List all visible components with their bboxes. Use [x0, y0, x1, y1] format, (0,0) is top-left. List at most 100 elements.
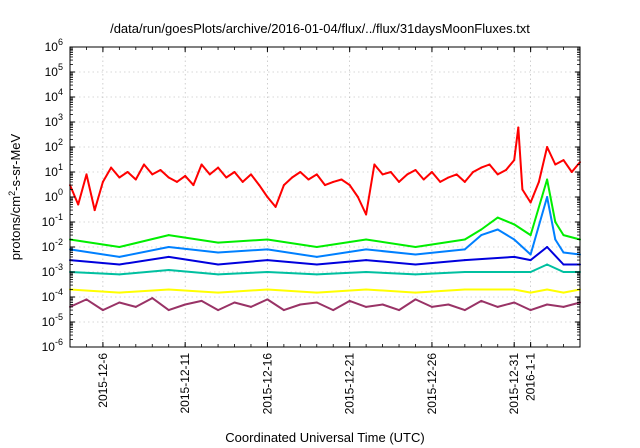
data-point: [365, 288, 368, 291]
data-point: [537, 180, 540, 183]
data-point: [118, 255, 121, 258]
x-tick-label: 2015-12-26: [425, 353, 439, 415]
y-tick-label: 10-2: [42, 237, 63, 254]
data-point: [315, 291, 318, 294]
data-point: [472, 171, 475, 173]
series-line: [69, 126, 581, 216]
data-point: [241, 180, 244, 183]
data-point: [217, 251, 220, 254]
data-point: [118, 246, 121, 248]
data-point: [315, 255, 318, 258]
data-point: [554, 163, 557, 166]
data-point: [332, 309, 335, 312]
data-point: [463, 309, 466, 312]
data-point: [167, 269, 170, 271]
data-point: [77, 203, 80, 206]
y-tick-label: 100: [45, 187, 63, 204]
data-point: [463, 180, 466, 183]
data-point: [562, 271, 565, 273]
data-point: [414, 298, 417, 301]
data-point: [529, 309, 532, 312]
data-point: [85, 298, 88, 301]
data-point: [529, 201, 532, 204]
data-point: [324, 184, 326, 187]
x-tick-label: 2015-12-16: [260, 353, 274, 415]
data-point: [315, 173, 318, 176]
data-point: [414, 169, 417, 171]
data-point: [562, 251, 565, 254]
data-point: [480, 228, 483, 231]
data-point: [562, 291, 565, 294]
data-point: [406, 173, 409, 176]
data-point: [521, 188, 524, 191]
data-point: [250, 305, 252, 308]
data-point: [546, 303, 549, 306]
data-point: [266, 248, 269, 251]
data-point: [225, 176, 228, 179]
data-point: [217, 263, 220, 266]
data-point: [513, 288, 516, 291]
data-point: [217, 309, 220, 312]
data-point: [175, 180, 178, 183]
data-point: [398, 309, 400, 312]
data-point: [513, 159, 516, 162]
data-point: [250, 173, 252, 176]
data-point: [513, 301, 516, 304]
data-point: [447, 303, 450, 306]
data-point: [439, 180, 442, 183]
data-point: [529, 271, 532, 273]
y-tick-label: 105: [45, 62, 63, 79]
data-point: [167, 176, 170, 179]
data-point: [546, 263, 549, 266]
data-point: [159, 169, 162, 171]
data-point: [496, 216, 499, 219]
data-point: [546, 196, 549, 198]
series-line: [69, 196, 581, 258]
data-point: [332, 180, 335, 183]
data-point: [315, 263, 318, 266]
data-point: [291, 176, 294, 179]
data-point: [430, 305, 433, 308]
data-point: [496, 305, 499, 308]
series-4: [69, 263, 581, 276]
data-point: [167, 234, 170, 237]
data-point: [546, 288, 549, 291]
data-point: [562, 263, 565, 266]
chart-title: /data/run/goesPlots/archive/2016-01-04/f…: [110, 21, 530, 36]
data-point: [134, 305, 137, 308]
data-point: [529, 234, 532, 237]
data-point: [562, 159, 565, 162]
data-point: [389, 171, 392, 173]
data-point: [463, 248, 466, 251]
data-point: [529, 259, 532, 262]
x-tick-label: 2015-12-6: [96, 353, 110, 408]
series-2: [69, 196, 581, 258]
data-point: [365, 248, 368, 251]
data-point: [546, 246, 549, 248]
data-point: [496, 228, 499, 231]
data-point: [167, 288, 170, 291]
data-point: [282, 184, 285, 187]
data-point: [217, 241, 220, 244]
data-point: [562, 305, 565, 308]
data-point: [398, 180, 400, 183]
data-point: [513, 223, 516, 226]
data-point: [340, 178, 343, 181]
y-axis-label: protons/cm2-s-sr-MeV: [7, 133, 23, 260]
data-point: [167, 309, 170, 312]
data-point: [554, 238, 557, 241]
data-point: [414, 246, 417, 248]
data-point: [463, 238, 466, 241]
data-point: [233, 301, 236, 304]
data-point: [118, 301, 121, 304]
data-point: [85, 173, 88, 176]
data-point: [118, 263, 121, 266]
data-point: [348, 299, 351, 302]
data-point: [118, 273, 121, 276]
data-point: [517, 126, 520, 129]
data-point: [348, 184, 351, 187]
data-point: [365, 259, 368, 262]
data-point: [110, 166, 113, 169]
data-point: [274, 205, 277, 208]
y-tick-label: 10-4: [42, 287, 63, 304]
